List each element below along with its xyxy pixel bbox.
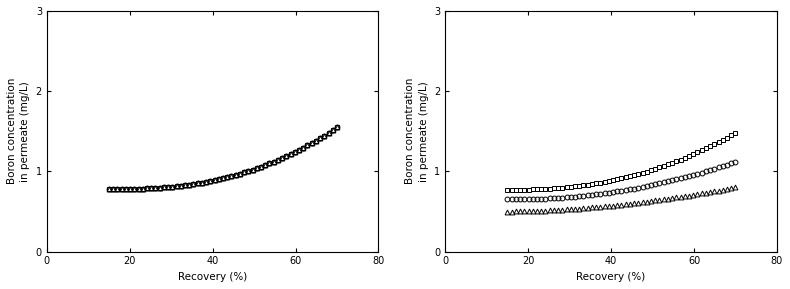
X-axis label: Recovery (%): Recovery (%): [577, 272, 645, 282]
Y-axis label: Boron concentration
in permeate (mg/L): Boron concentration in permeate (mg/L): [7, 78, 30, 184]
Y-axis label: Boron concentration
in permeate (mg/L): Boron concentration in permeate (mg/L): [405, 78, 429, 184]
X-axis label: Recovery (%): Recovery (%): [178, 272, 247, 282]
